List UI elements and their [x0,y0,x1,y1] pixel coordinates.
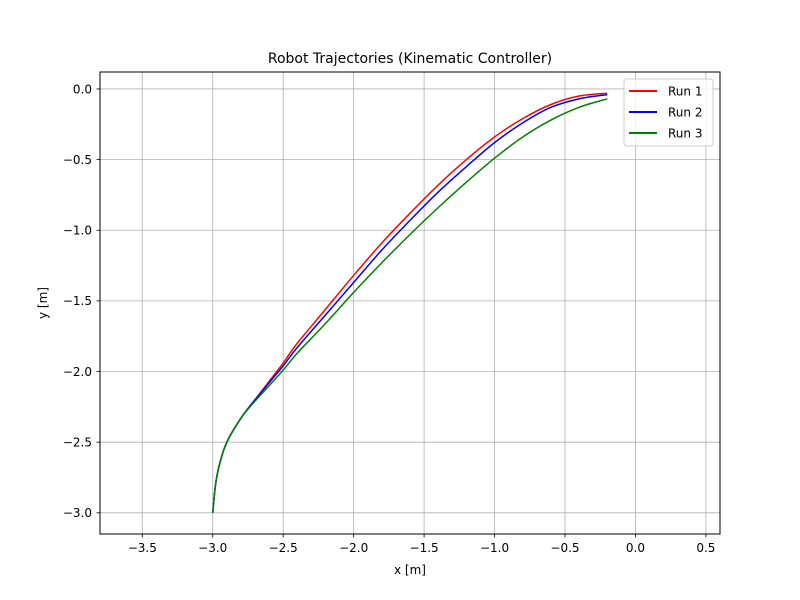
x-tick-label: −1.5 [410,541,439,555]
x-axis-label: x [m] [394,563,426,577]
x-tick-label: −0.5 [550,541,579,555]
y-tick-label: −3.0 [63,506,92,520]
y-tick-label: −1.5 [63,294,92,308]
ticks: −3.5 −3.0 −2.5 −2.0 −1.5 −1.0 −0.5 0.0 0.5 −3.0 −2… [63,82,716,555]
legend-label: Run 1 [668,85,702,99]
x-tick-label: −3.0 [198,541,227,555]
x-tick-label: −3.5 [128,541,157,555]
x-tick-label: 0.5 [696,541,715,555]
series-group [211,92,608,513]
x-tick-label: −2.5 [269,541,298,555]
plot-frame [99,71,721,535]
legend-label: Run 3 [668,127,702,141]
series-line-run-3 [211,98,608,513]
y-tick-label: −0.5 [63,153,92,167]
legend-label: Run 2 [668,106,702,120]
y-tick-label: −2.0 [63,365,92,379]
x-tick-label: −2.0 [339,541,368,555]
y-axis-label: y [m] [36,287,50,319]
legend-box [623,78,714,147]
y-tick-label: 0.0 [73,82,92,96]
x-tick-label: −1.0 [480,541,509,555]
legend: Run 1 Run 2 Run 3 [623,78,714,147]
y-tick-label: −2.5 [63,435,92,449]
y-tick-label: −1.0 [63,224,92,238]
x-tick-label: 0.0 [626,541,645,555]
chart-title: Robot Trajectories (Kinematic Controller… [268,51,552,67]
grid [100,72,720,534]
